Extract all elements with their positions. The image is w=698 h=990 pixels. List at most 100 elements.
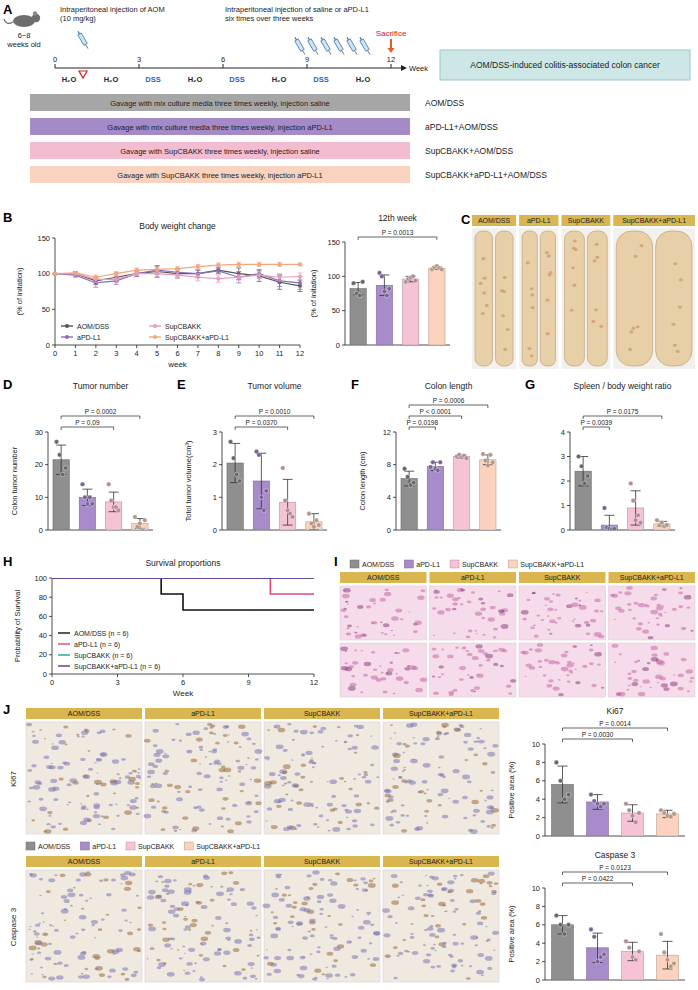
syringe-plunger	[347, 37, 349, 40]
data-point	[140, 528, 145, 530]
image-texture	[356, 803, 362, 807]
image-texture	[215, 916, 221, 920]
x-tick-label: 9	[237, 349, 241, 358]
error-line	[235, 443, 236, 482]
image-texture	[379, 665, 381, 666]
image-texture	[67, 804, 69, 805]
error-bar	[73, 272, 78, 275]
x-tick	[183, 674, 184, 677]
series-line	[52, 578, 314, 579]
image-texture	[529, 648, 533, 651]
y-tick-label: 40	[39, 631, 47, 640]
image-texture	[689, 681, 692, 683]
error-cap	[114, 282, 119, 283]
data-point	[486, 463, 491, 468]
error-cap	[93, 282, 98, 283]
image-texture	[94, 811, 97, 813]
error-bar	[309, 514, 319, 530]
y-tick	[49, 597, 52, 598]
syringe-icon	[345, 36, 358, 55]
image-texture	[309, 731, 314, 734]
image-texture	[83, 975, 90, 979]
image-texture	[459, 666, 466, 670]
image-texture	[65, 743, 68, 745]
series-marker	[237, 275, 241, 279]
image-texture	[301, 754, 305, 756]
legend-label: SupCBAKK	[462, 561, 499, 569]
image-header-label: AOM/DSS	[367, 574, 400, 581]
image-texture	[396, 742, 402, 745]
segment-label: H₂O	[272, 75, 287, 84]
image-texture	[521, 610, 529, 615]
image-texture	[226, 891, 228, 892]
panel-letter: C	[461, 212, 471, 227]
image-texture	[162, 754, 169, 758]
image-texture	[296, 974, 299, 976]
image-texture	[396, 676, 404, 681]
image-texture	[480, 790, 483, 792]
image-texture	[31, 731, 34, 733]
image-texture	[526, 599, 530, 601]
image-texture	[329, 779, 337, 784]
image-texture	[152, 729, 158, 733]
image-texture	[538, 666, 542, 668]
image-texture	[433, 692, 439, 696]
image-texture	[147, 775, 151, 778]
image-texture	[481, 602, 485, 605]
colon-texture	[546, 332, 550, 335]
image-texture	[37, 782, 43, 785]
image-texture	[328, 879, 333, 882]
series-marker	[135, 272, 139, 276]
image-texture	[651, 653, 657, 657]
image-texture	[369, 598, 376, 602]
data-point	[88, 495, 93, 500]
image-texture	[231, 902, 237, 906]
error-cap	[257, 281, 262, 282]
colon-image	[564, 231, 584, 366]
image-texture	[300, 730, 308, 735]
syringe-barrel	[78, 33, 87, 45]
image-texture	[63, 899, 69, 903]
image-texture	[407, 779, 413, 782]
image-texture	[306, 896, 310, 898]
image-texture	[480, 607, 486, 611]
error-line	[287, 479, 288, 525]
image-texture	[647, 622, 650, 624]
image-texture	[164, 811, 169, 814]
image-texture	[200, 943, 203, 945]
image-texture	[686, 669, 694, 674]
image-texture	[657, 661, 665, 666]
x-tick-label: 12	[296, 349, 304, 358]
syringe-plunger	[295, 37, 297, 40]
image-texture	[575, 681, 580, 684]
image-texture	[487, 795, 494, 799]
image-texture	[460, 603, 464, 605]
data-point	[438, 460, 443, 465]
legend-swatch	[508, 560, 517, 568]
image-texture	[338, 904, 346, 909]
image-texture	[54, 950, 62, 955]
error-bar	[236, 274, 241, 280]
image-header-label: AOM/DSS	[478, 217, 511, 224]
x-tick	[136, 345, 137, 348]
image-texture	[56, 733, 62, 737]
image-texture	[441, 649, 444, 651]
image-texture	[81, 805, 87, 808]
legend-swatch	[58, 654, 70, 655]
series-marker	[155, 268, 159, 272]
error-cap	[236, 280, 241, 281]
syringe-needle	[355, 50, 358, 54]
image-texture	[257, 955, 260, 957]
image-texture	[320, 727, 326, 731]
image-texture	[670, 682, 678, 687]
image-texture	[403, 752, 405, 753]
image-texture	[476, 633, 478, 634]
image-texture	[255, 749, 263, 754]
image-texture	[548, 660, 555, 664]
image-texture	[275, 888, 278, 890]
y-tick	[45, 432, 48, 433]
colon-texture	[678, 306, 682, 309]
image-texture	[193, 731, 200, 735]
colon-texture	[570, 309, 574, 312]
image-texture	[470, 689, 476, 692]
